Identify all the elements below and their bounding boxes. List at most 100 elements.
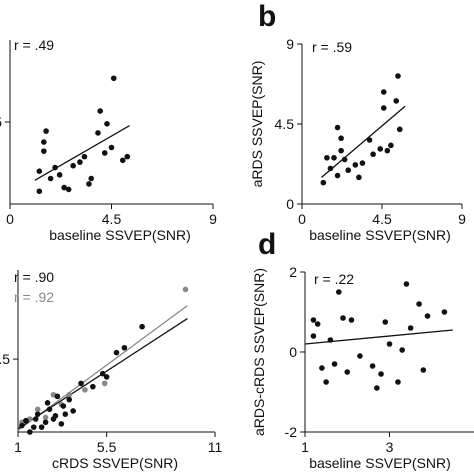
data-point bbox=[65, 186, 72, 193]
x-tick-label: 11 bbox=[208, 439, 223, 455]
panel-letter: b bbox=[258, 0, 276, 33]
data-point bbox=[388, 142, 394, 149]
data-point bbox=[78, 380, 84, 387]
regression-line bbox=[304, 329, 453, 345]
data-point bbox=[70, 162, 76, 169]
data-point bbox=[77, 159, 83, 165]
data-point bbox=[331, 154, 337, 161]
correlation-label: r = .59 bbox=[312, 39, 352, 55]
data-point bbox=[182, 286, 189, 293]
data-point bbox=[336, 289, 342, 295]
y-tick-label: 4.5 bbox=[0, 114, 2, 130]
data-point bbox=[424, 313, 431, 319]
data-point bbox=[41, 148, 47, 154]
data-point bbox=[395, 379, 401, 385]
data-point bbox=[121, 344, 128, 351]
data-point bbox=[99, 370, 106, 377]
data-point bbox=[47, 175, 54, 182]
x-axis-title: baseline SSVEP(SNR) bbox=[309, 227, 451, 243]
data-point bbox=[323, 379, 329, 385]
data-point bbox=[344, 369, 351, 375]
data-point bbox=[380, 89, 387, 95]
data-point bbox=[42, 414, 49, 421]
data-point bbox=[23, 417, 29, 424]
x-axis-title: cRDS SSVEP(SNR) bbox=[52, 455, 178, 471]
data-point bbox=[327, 337, 334, 343]
data-point bbox=[34, 411, 41, 417]
data-point bbox=[61, 184, 67, 191]
x-axis-title: baseline SSVEP(SNR) bbox=[309, 455, 451, 471]
data-point bbox=[399, 347, 405, 353]
data-point bbox=[407, 325, 414, 331]
data-point bbox=[103, 374, 110, 380]
data-point bbox=[416, 301, 422, 307]
data-point bbox=[393, 98, 400, 104]
y-tick-label: 0 bbox=[289, 344, 297, 360]
chart-panel-1: 04.594.5baseline SSVEP(SNR)r = .49 bbox=[0, 37, 217, 243]
y-tick-label: 9 bbox=[286, 36, 294, 52]
data-point bbox=[104, 121, 110, 127]
data-point bbox=[139, 323, 145, 330]
chart-panel-4: 1 3 2 0 -2 baseline SSVEP(SNR) aRDS-cRDS SSVEP… bbox=[251, 228, 474, 471]
data-point bbox=[36, 188, 43, 195]
data-point bbox=[370, 151, 376, 158]
data-point bbox=[42, 419, 49, 426]
data-point bbox=[58, 421, 65, 427]
data-point bbox=[386, 341, 393, 347]
data-point bbox=[66, 391, 73, 398]
data-point bbox=[32, 416, 39, 422]
data-point bbox=[110, 75, 117, 82]
data-point bbox=[101, 150, 108, 156]
data-point bbox=[345, 167, 352, 174]
regression-line bbox=[321, 105, 406, 178]
data-point bbox=[36, 168, 43, 174]
y-tick-label: 5.5 bbox=[0, 351, 10, 367]
data-point bbox=[334, 124, 341, 131]
data-point bbox=[27, 429, 33, 435]
data-point bbox=[341, 156, 348, 163]
data-point bbox=[403, 281, 410, 287]
data-point bbox=[366, 137, 373, 143]
correlation-label: r = .92 bbox=[14, 289, 54, 305]
data-point bbox=[19, 422, 25, 429]
x-tick-label: 9 bbox=[458, 211, 466, 227]
y-tick-label: 0 bbox=[286, 196, 294, 212]
data-point bbox=[348, 317, 355, 323]
x-tick-label: 9 bbox=[209, 211, 217, 227]
data-point bbox=[320, 179, 327, 186]
data-point bbox=[119, 157, 126, 164]
data-point bbox=[338, 135, 344, 142]
data-point bbox=[54, 393, 61, 400]
data-point bbox=[384, 147, 391, 154]
data-point bbox=[82, 387, 88, 393]
data-point bbox=[310, 333, 317, 339]
data-point bbox=[52, 164, 58, 171]
data-point bbox=[52, 413, 59, 419]
data-point bbox=[88, 175, 94, 182]
chart-panel-2: 0 4.5 9 0 4.5 9 baseline SSVEP(SNR) aRDS SSVEP(… bbox=[249, 0, 466, 243]
x-tick-label: 0 bbox=[6, 211, 14, 227]
x-tick-label: 4.5 bbox=[102, 211, 122, 227]
data-point bbox=[38, 424, 45, 430]
correlation-label: r = .49 bbox=[14, 37, 54, 53]
data-point bbox=[60, 403, 67, 409]
x-axis-title: baseline SSVEP(SNR) bbox=[49, 227, 191, 243]
data-point bbox=[319, 365, 325, 371]
data-point bbox=[81, 153, 88, 160]
data-point bbox=[70, 408, 76, 414]
data-point bbox=[356, 174, 362, 181]
data-point bbox=[324, 154, 330, 161]
data-point bbox=[34, 406, 41, 413]
panel-letter: d bbox=[258, 228, 276, 261]
data-point bbox=[44, 400, 51, 406]
correlation-label: r = .90 bbox=[14, 269, 54, 285]
data-point bbox=[95, 130, 101, 136]
data-point bbox=[377, 146, 384, 152]
regression-line bbox=[17, 305, 188, 431]
data-point bbox=[46, 406, 53, 413]
data-point bbox=[43, 128, 49, 134]
x-tick-label: 0 bbox=[298, 211, 306, 227]
data-point bbox=[310, 317, 317, 323]
data-point bbox=[359, 160, 366, 166]
